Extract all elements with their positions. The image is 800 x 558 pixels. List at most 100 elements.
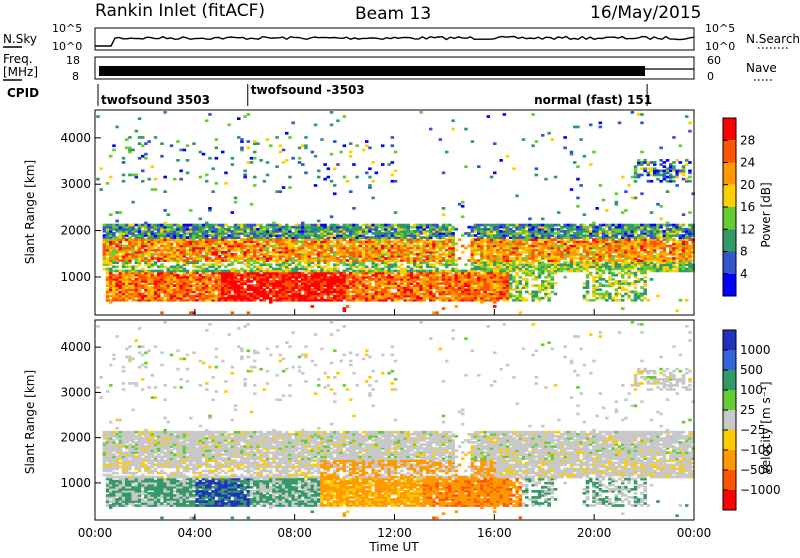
power-cell xyxy=(272,238,276,241)
power-cell xyxy=(141,180,145,183)
power-cell xyxy=(333,224,337,227)
power-cell xyxy=(144,157,148,160)
power-cell xyxy=(535,140,539,143)
power-cell xyxy=(432,311,436,314)
power-cell xyxy=(259,224,263,227)
power-cell xyxy=(461,234,465,237)
power-cell xyxy=(301,272,305,275)
power-cell xyxy=(298,245,302,248)
power-cell xyxy=(231,230,235,233)
power-cell xyxy=(410,226,414,229)
power-cell xyxy=(208,224,212,227)
power-cell xyxy=(490,268,494,271)
power-cell xyxy=(167,268,171,271)
power-cell xyxy=(186,249,190,252)
power-cell xyxy=(464,165,468,168)
power-cell xyxy=(442,172,446,175)
power-cell xyxy=(493,224,497,227)
power-cell xyxy=(218,266,222,269)
power-cell xyxy=(560,234,564,237)
power-cell xyxy=(298,224,302,227)
power-cell xyxy=(192,288,196,291)
power-cell xyxy=(531,113,535,116)
power-cell xyxy=(535,253,539,256)
power-cell xyxy=(163,176,167,179)
power-cell xyxy=(381,288,385,291)
power-cell xyxy=(330,215,334,218)
power-cell xyxy=(234,268,238,271)
power-cell xyxy=(515,232,519,235)
power-cell xyxy=(445,259,449,262)
power-cell xyxy=(144,295,148,298)
power-cell xyxy=(544,224,548,227)
power-cell xyxy=(573,261,577,264)
power-cell xyxy=(355,224,359,227)
power-cell xyxy=(179,274,183,277)
power-cell xyxy=(394,274,398,277)
power-cell xyxy=(506,155,510,158)
power-cell xyxy=(103,234,107,237)
power-cell xyxy=(125,224,129,227)
power-cell xyxy=(451,232,455,235)
power-cell xyxy=(333,140,337,143)
power-cell xyxy=(112,274,116,277)
power-cell xyxy=(298,240,302,243)
power-cell xyxy=(477,253,481,256)
power-cell xyxy=(563,240,567,243)
power-cell xyxy=(487,224,491,227)
power-cell xyxy=(413,284,417,287)
power-cell xyxy=(474,234,478,237)
power-cell xyxy=(141,251,145,254)
power-cell xyxy=(589,299,593,302)
power-cell xyxy=(291,226,295,229)
power-cell xyxy=(592,284,596,287)
power-cell xyxy=(301,266,305,269)
power-cell xyxy=(493,234,497,237)
power-cell xyxy=(144,238,148,241)
power-cell xyxy=(365,284,369,287)
power-cell xyxy=(279,234,283,237)
power-cell xyxy=(298,147,302,150)
power-cell xyxy=(247,311,251,314)
power-cell xyxy=(269,224,273,227)
power-cell xyxy=(234,197,238,200)
power-cell xyxy=(547,280,551,283)
power-cell xyxy=(307,251,311,254)
power-cell xyxy=(151,286,155,289)
power-cell xyxy=(439,226,443,229)
power-cell xyxy=(323,224,327,227)
power-cell xyxy=(253,184,257,187)
power-cell xyxy=(464,247,468,250)
power-cell xyxy=(435,240,439,243)
power-cell xyxy=(243,170,247,173)
power-cell xyxy=(554,243,558,246)
power-cell xyxy=(272,245,276,248)
power-cell xyxy=(330,180,334,183)
power-cell xyxy=(512,299,516,302)
power-cell xyxy=(186,159,190,162)
power-cell xyxy=(403,224,407,227)
power-cell xyxy=(352,224,356,227)
power-cell xyxy=(333,243,337,246)
power-cell xyxy=(471,226,475,229)
power-cell xyxy=(192,257,196,260)
power-cell xyxy=(474,286,478,289)
power-cell xyxy=(512,276,516,279)
power-cell xyxy=(506,224,510,227)
power-cell xyxy=(282,259,286,262)
power-cell xyxy=(458,203,462,206)
power-cell xyxy=(151,270,155,273)
power-cell xyxy=(115,274,119,277)
power-cell xyxy=(154,178,158,181)
power-cell xyxy=(323,270,327,273)
power-cell xyxy=(237,255,241,258)
power-cell xyxy=(288,136,292,139)
power-cell xyxy=(343,270,347,273)
power-cell xyxy=(416,253,420,256)
power-cell xyxy=(579,240,583,243)
power-cell xyxy=(189,272,193,275)
power-cell xyxy=(179,170,183,173)
power-cell xyxy=(295,224,299,227)
power-cell xyxy=(541,224,545,227)
